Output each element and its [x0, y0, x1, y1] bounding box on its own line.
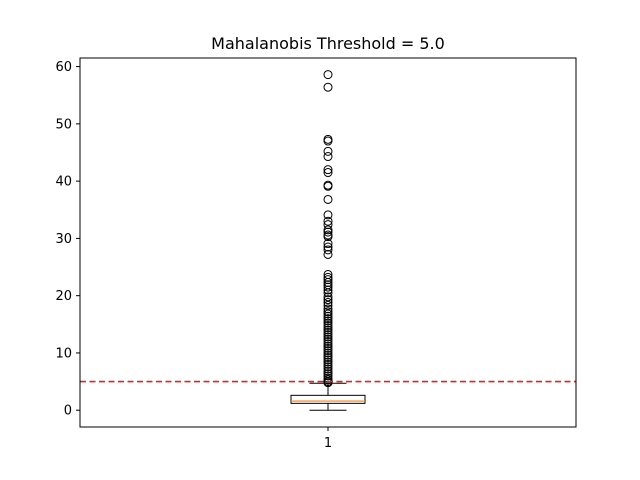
outlier-point: [323, 210, 333, 220]
outlier-point: [323, 353, 333, 363]
outlier-point: [323, 82, 333, 92]
y-tick-label: 10: [55, 346, 72, 361]
outlier-point: [323, 330, 333, 340]
y-tick-label: 60: [55, 60, 72, 75]
outlier-point: [323, 272, 333, 282]
outlier-point: [323, 220, 333, 230]
plot-area: [80, 70, 576, 411]
outlier-point: [323, 245, 333, 255]
outlier-point: [323, 346, 333, 356]
outlier-point: [323, 216, 333, 226]
outlier-point: [323, 371, 333, 381]
outlier-point: [323, 225, 333, 235]
outlier-point: [323, 355, 333, 365]
y-tick-label: 40: [55, 175, 72, 190]
outlier-point: [323, 146, 333, 156]
outlier-point: [323, 70, 333, 80]
outlier-point: [323, 359, 333, 369]
outlier-point: [323, 292, 333, 302]
outlier-point: [323, 227, 333, 237]
outlier-point: [323, 168, 333, 178]
outlier-point: [323, 314, 333, 324]
outlier-point: [323, 364, 333, 374]
outlier-point: [323, 336, 333, 346]
y-tick-label: 50: [55, 117, 72, 132]
outlier-point: [323, 181, 333, 191]
x-tick-label: 1: [324, 436, 332, 451]
outlier-point: [323, 136, 333, 146]
chart-title: Mahalanobis Threshold = 5.0: [211, 34, 445, 53]
outlier-point: [323, 325, 333, 335]
outlier-point: [323, 285, 333, 295]
outlier-point: [323, 334, 333, 344]
outlier-point: [323, 300, 333, 310]
outlier-point: [323, 348, 333, 358]
outlier-point: [323, 304, 333, 314]
outlier-point: [323, 378, 333, 388]
outlier-point: [323, 332, 333, 342]
outlier-point: [323, 311, 333, 321]
outlier-point: [323, 343, 333, 353]
outlier-point: [323, 323, 333, 333]
outlier-point: [323, 327, 333, 337]
outlier-point: [323, 366, 333, 376]
outlier-point: [323, 309, 333, 319]
outlier-point: [323, 282, 333, 292]
outlier-point: [323, 316, 333, 326]
outlier-point: [323, 194, 333, 204]
y-tick-label: 0: [64, 404, 72, 419]
outlier-point: [323, 232, 333, 242]
outlier-point: [323, 275, 333, 285]
outlier-point: [323, 362, 333, 372]
outlier-point: [323, 288, 333, 298]
outlier-point: [323, 249, 333, 259]
outlier-point: [323, 152, 333, 162]
y-tick-label: 20: [55, 289, 72, 304]
outlier-point: [323, 295, 333, 305]
outlier-point: [323, 239, 333, 249]
outlier-point: [323, 165, 333, 175]
y-tick-label: 30: [55, 232, 72, 247]
outlier-point: [323, 278, 333, 288]
outlier-point: [323, 298, 333, 308]
outlier-point: [323, 320, 333, 330]
outlier-point: [323, 350, 333, 360]
outlier-point: [323, 341, 333, 351]
outlier-point: [323, 318, 333, 328]
outlier-point: [323, 339, 333, 349]
outlier-point: [323, 357, 333, 367]
outlier-point: [323, 242, 333, 252]
outlier-point: [323, 307, 333, 317]
box-iqr: [290, 394, 366, 404]
